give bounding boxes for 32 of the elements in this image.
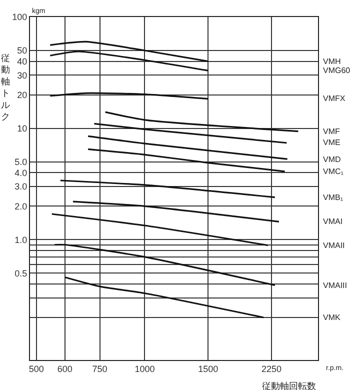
text: VMK xyxy=(323,313,341,322)
y-axis-title: 従動軸トルク xyxy=(1,53,10,122)
y-tick-label: 2.0 xyxy=(14,201,28,212)
x-tick-label: 1500 xyxy=(198,364,218,374)
text: VMF xyxy=(323,127,340,136)
y-tick-label: 5.0 xyxy=(14,156,28,167)
text: VME xyxy=(323,138,340,147)
x-tick-label: 600 xyxy=(57,364,72,374)
x-tick-label: 500 xyxy=(28,364,44,374)
y-tick-label: 40 xyxy=(17,56,28,66)
y-tick-label: 100 xyxy=(12,12,28,22)
y-tick-label: 1.0 xyxy=(14,234,28,245)
text: VMFX xyxy=(323,94,346,103)
x-tick-label: 750 xyxy=(92,364,108,374)
x-axis-title: 従動軸回転数 xyxy=(262,381,316,390)
x-tick-label: 1000 xyxy=(134,364,155,374)
y-tick-label: 30 xyxy=(17,70,28,80)
text: VMAI xyxy=(323,217,343,226)
x-tick-label: 2250 xyxy=(261,364,282,374)
y-tick-label: 10 xyxy=(17,123,28,134)
y-tick-label: 0.5 xyxy=(14,268,28,278)
text: VMD xyxy=(323,155,341,164)
y-tick-label: 4.0 xyxy=(14,168,28,178)
text: VMAIII xyxy=(323,281,348,290)
text: VMB₁ xyxy=(323,193,344,202)
text: VMC₁ xyxy=(323,167,344,176)
text: VMH xyxy=(323,57,341,66)
y-tick-label: 20 xyxy=(17,90,28,100)
text: VMG60 xyxy=(323,66,350,75)
text: VMAII xyxy=(323,241,345,250)
y-tick-label: 50 xyxy=(17,46,28,56)
y-tick-label: 3.0 xyxy=(14,182,28,192)
